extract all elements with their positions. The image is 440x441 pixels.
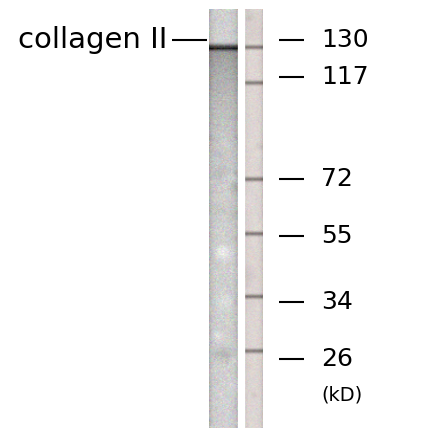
Text: 72: 72: [321, 167, 353, 191]
Text: 55: 55: [321, 224, 353, 248]
Text: 34: 34: [321, 290, 353, 314]
Text: 130: 130: [321, 28, 369, 52]
Text: 26: 26: [321, 348, 353, 371]
Bar: [238, 9, 244, 428]
Text: (kD): (kD): [321, 385, 363, 404]
Text: collagen II: collagen II: [18, 26, 167, 54]
Text: 117: 117: [321, 65, 369, 89]
